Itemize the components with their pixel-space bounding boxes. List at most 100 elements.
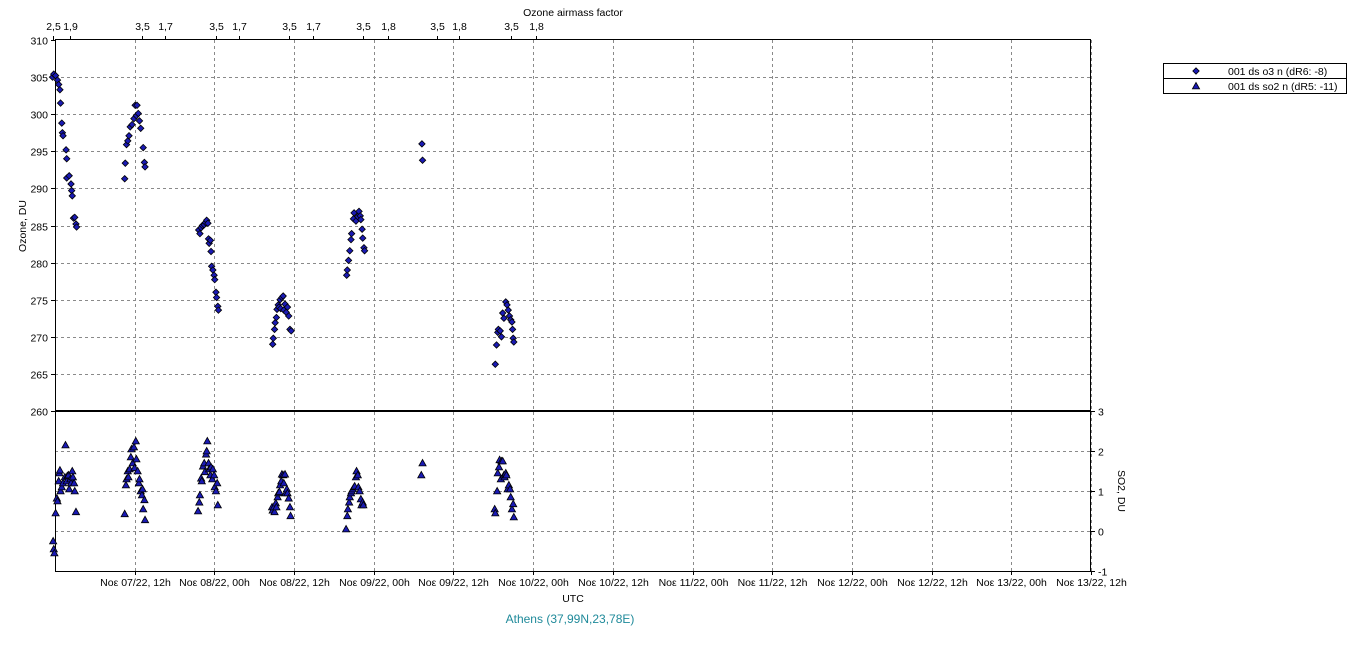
o3-point (207, 247, 215, 256)
x-tick-label: Νοε 13/22, 00h (976, 577, 1047, 589)
o3-point (135, 117, 144, 125)
so2-point (138, 484, 147, 493)
o3-point (70, 213, 79, 222)
so2-point (67, 466, 77, 475)
so2-point (64, 484, 74, 493)
so2-point (502, 470, 511, 479)
o3-point (343, 266, 352, 274)
o3-point (139, 143, 147, 152)
o3-point (272, 313, 281, 322)
so2-point (507, 504, 517, 513)
so2-point (212, 478, 222, 487)
airmass-tick-label: 3,5 (430, 21, 445, 33)
o3-point (504, 306, 513, 314)
so2-point (494, 462, 504, 471)
o3-point (128, 120, 136, 129)
o3-point (56, 99, 65, 107)
o3-point (360, 246, 369, 255)
airmass-tick-label: 1,7 (306, 21, 321, 33)
ozone-tick-label: 270 (30, 333, 48, 345)
o3-point (271, 318, 279, 327)
so2-tick-label: -1 (1098, 567, 1107, 579)
so2-point (61, 440, 70, 449)
so2-point (51, 508, 60, 517)
so2-tick-label: 0 (1098, 527, 1104, 539)
ozone-tick-label: 280 (30, 259, 48, 271)
x-tick-label: Νοε 10/22, 12h (578, 577, 649, 589)
ozone-tick-label: 275 (30, 296, 48, 308)
o3-point (342, 271, 351, 279)
legend-entry-so2: 001 ds so2 n (dR5: -11) (1228, 81, 1338, 93)
o3-point (65, 172, 73, 180)
so2-point (129, 442, 139, 451)
so2-point (343, 511, 352, 520)
so2-point (493, 468, 503, 477)
o3-point (492, 341, 501, 349)
so2-point (491, 508, 500, 517)
legend-marker-so2 (1191, 81, 1201, 90)
so2-point (133, 466, 142, 475)
so2-point (195, 497, 204, 506)
x-axis-title: UTC (562, 593, 584, 605)
o3-point (270, 325, 279, 334)
so2-point (138, 504, 148, 513)
so2-point (121, 480, 131, 489)
airmass-axis: 2,5 1,9 3,5 1,7 3,5 1,7 3,5 1,7 3,5 1,8 3,5 1,8 3,5 1… (46, 21, 544, 40)
o3-point (500, 314, 508, 323)
o3-point (56, 85, 64, 94)
ozone-tick-label: 300 (30, 110, 48, 122)
so2-point (70, 486, 80, 495)
so2-point (132, 454, 141, 463)
so2-point (56, 486, 65, 495)
so2-point (135, 474, 144, 483)
x-tick-label: Νοε 12/22, 00h (817, 577, 888, 589)
so2-point (285, 502, 295, 511)
o3-point (67, 180, 75, 188)
so2-point (208, 464, 218, 473)
ozone-tick-label: 290 (30, 184, 48, 196)
o3-point (346, 246, 354, 255)
o3-point (125, 131, 133, 140)
ozone-tick-label: 305 (30, 73, 48, 85)
so2-point (505, 484, 515, 493)
o3-point (508, 318, 516, 326)
legend-marker-o3 (1192, 67, 1200, 75)
so2-point (213, 500, 223, 509)
o3-point (508, 325, 517, 334)
x-tick-label: Νοε 09/22, 00h (339, 577, 410, 589)
so2-point (69, 478, 79, 487)
so2-point (279, 478, 289, 487)
so2-point (273, 492, 282, 501)
so2-point (195, 490, 205, 499)
so2-point (418, 458, 427, 467)
legend-entry-o3: 001 ds o3 n (dR6: -8) (1228, 66, 1327, 78)
plot-area-frame (55, 39, 1091, 572)
ozone-tick-label: 285 (30, 222, 48, 234)
data-points (48, 70, 519, 557)
so2-point (417, 470, 426, 479)
o3-point (141, 163, 149, 171)
so2-point (359, 500, 368, 509)
airmass-tick-label: 1,7 (158, 21, 173, 33)
grid-lines (55, 40, 1092, 571)
so2-point (344, 497, 354, 506)
so2-point (203, 436, 212, 445)
airmass-tick-label: 3,5 (356, 21, 371, 33)
so2-point (134, 478, 144, 487)
so2-point (53, 496, 62, 505)
so2-point (55, 465, 65, 474)
o3-point (279, 292, 287, 300)
so2-point (343, 504, 353, 513)
so2-point (140, 495, 149, 504)
so2-point (54, 476, 63, 485)
x-tick-label: Νοε 08/22, 00h (179, 577, 250, 589)
so2-point (137, 490, 147, 499)
so2-axis: -1 0 1 2 3 (1091, 407, 1107, 579)
so2-point (509, 512, 519, 521)
o3-point (58, 119, 66, 127)
ozone-tick-label: 265 (30, 370, 48, 382)
o3-point (136, 124, 145, 133)
o3-point (287, 327, 295, 335)
ozone-tick-label: 310 (30, 36, 48, 48)
